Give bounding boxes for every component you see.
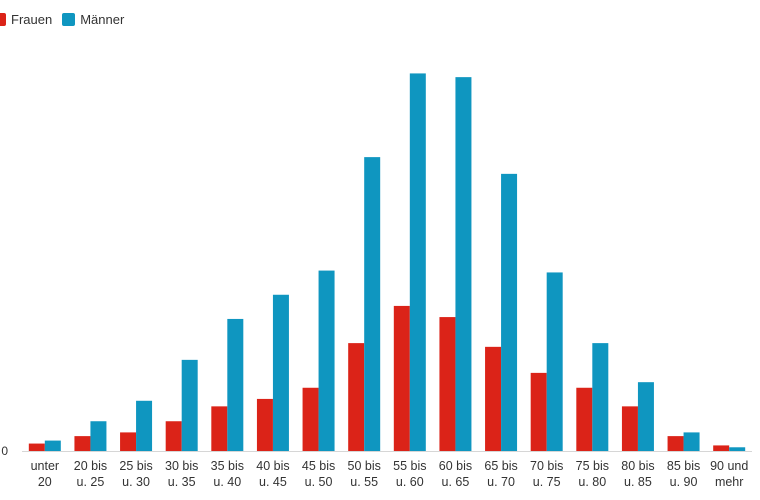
x-tick-label: 70 bis u. 75 bbox=[530, 459, 563, 489]
bar-maenner[interactable] bbox=[44, 440, 61, 451]
x-tick-label: unter 20 bbox=[31, 459, 60, 489]
bar-frauen[interactable] bbox=[211, 406, 228, 451]
chart-legend: Frauen Männer bbox=[0, 9, 134, 29]
bar-maenner[interactable] bbox=[364, 157, 381, 451]
x-tick-label: 85 bis u. 90 bbox=[667, 459, 700, 489]
x-tick-label: 60 bis u. 65 bbox=[439, 459, 472, 489]
bar-maenner[interactable] bbox=[272, 294, 289, 451]
bar-maenner[interactable] bbox=[136, 400, 153, 451]
bar-maenner[interactable] bbox=[501, 173, 518, 452]
bar-frauen[interactable] bbox=[165, 421, 182, 451]
bar-frauen[interactable] bbox=[256, 398, 273, 451]
x-tick-label: 40 bis u. 45 bbox=[256, 459, 289, 489]
bar-frauen[interactable] bbox=[28, 443, 45, 451]
bar-maenner[interactable] bbox=[90, 421, 107, 451]
bar-maenner[interactable] bbox=[683, 432, 700, 451]
x-tick-label: 65 bis u. 70 bbox=[484, 459, 517, 489]
bar-frauen[interactable] bbox=[439, 317, 456, 451]
legend-item-frauen[interactable]: Frauen bbox=[0, 12, 52, 27]
bar-frauen[interactable] bbox=[393, 305, 410, 451]
bar-frauen[interactable] bbox=[621, 406, 638, 451]
legend-swatch-maenner bbox=[62, 12, 76, 26]
x-tick-label: 80 bis u. 85 bbox=[621, 459, 654, 489]
bar-maenner[interactable] bbox=[318, 270, 335, 451]
legend-label-frauen: Frauen bbox=[11, 11, 53, 27]
x-tick-label: 50 bis u. 55 bbox=[348, 459, 381, 489]
x-tick-label: 45 bis u. 50 bbox=[302, 459, 335, 489]
bar-frauen[interactable] bbox=[530, 372, 547, 451]
bar-maenner[interactable] bbox=[181, 359, 198, 451]
x-tick-label: 20 bis u. 25 bbox=[74, 459, 107, 489]
bar-maenner[interactable] bbox=[592, 343, 609, 451]
bar-frauen[interactable] bbox=[348, 343, 365, 451]
bar-frauen[interactable] bbox=[713, 445, 730, 451]
x-tick-label: 30 bis u. 35 bbox=[165, 459, 198, 489]
legend-swatch-frauen bbox=[0, 12, 6, 26]
x-tick-label: 35 bis u. 40 bbox=[211, 459, 244, 489]
bar-frauen[interactable] bbox=[576, 387, 593, 451]
legend-label-maenner: Männer bbox=[80, 11, 125, 27]
x-tick-label: 90 und mehr bbox=[710, 459, 748, 489]
bar-maenner[interactable] bbox=[455, 77, 472, 451]
bar-maenner[interactable] bbox=[637, 382, 654, 451]
x-tick-label: 55 bis u. 60 bbox=[393, 459, 426, 489]
bar-maenner[interactable] bbox=[729, 447, 746, 451]
bar-maenner[interactable] bbox=[227, 318, 244, 451]
bar-frauen[interactable] bbox=[302, 387, 319, 451]
bar-frauen[interactable] bbox=[74, 436, 91, 451]
legend-item-maenner[interactable]: Männer bbox=[62, 12, 124, 27]
bar-frauen[interactable] bbox=[667, 436, 684, 451]
x-tick-label: 75 bis u. 80 bbox=[576, 459, 609, 489]
bar-maenner[interactable] bbox=[546, 272, 563, 451]
bar-maenner[interactable] bbox=[409, 73, 426, 452]
bar-frauen[interactable] bbox=[485, 346, 502, 451]
y-tick-label: 0 bbox=[1, 444, 8, 458]
bar-frauen[interactable] bbox=[120, 432, 137, 451]
x-tick-label: 25 bis u. 30 bbox=[119, 459, 152, 489]
